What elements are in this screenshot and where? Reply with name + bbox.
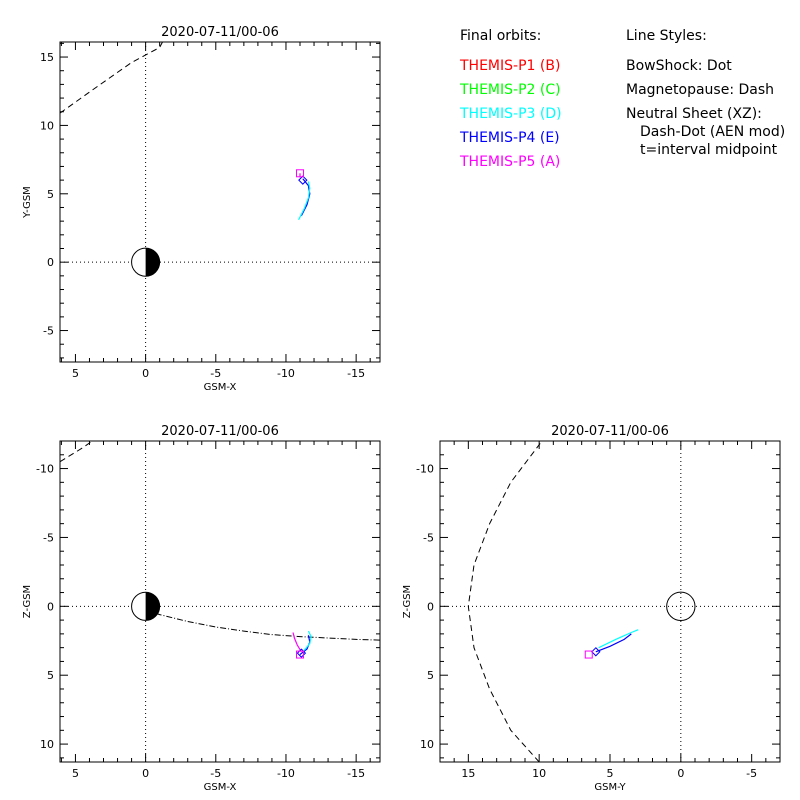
legend-entry-p4: THEMIS-P4 (E) bbox=[459, 130, 560, 146]
x-tick-label: 5 bbox=[607, 767, 614, 780]
plot-frame bbox=[59, 41, 381, 363]
legend-entry-p3: THEMIS-P3 (D) bbox=[459, 106, 562, 122]
y-tick-label: -5 bbox=[423, 531, 434, 544]
magnetopause-line bbox=[467, 441, 543, 762]
panel-yz: 15 10 5 0 -5 -10 -5 0 5 10 2020-07-11/00-06 GSM-Y Z-… bbox=[402, 424, 781, 793]
position-marker-square bbox=[296, 650, 304, 659]
style-time-note: t=interval midpoint bbox=[640, 142, 778, 158]
y-tick-label: 0 bbox=[47, 256, 54, 269]
style-bowshock: BowShock: Dot bbox=[626, 58, 732, 74]
x-tick-label: -15 bbox=[347, 767, 365, 780]
line-styles-title: Line Styles: bbox=[626, 28, 707, 44]
y-tick-label: 5 bbox=[427, 669, 434, 682]
y-tick-label: 15 bbox=[40, 51, 54, 64]
position-marker-diamond bbox=[298, 175, 308, 185]
x-tick-label: 10 bbox=[532, 767, 546, 780]
orbit-trace-1 bbox=[598, 629, 639, 649]
x-tick-label: -5 bbox=[746, 767, 757, 780]
y-tick-label: 10 bbox=[420, 738, 434, 751]
y-axis-label: Z-GSM bbox=[402, 585, 413, 618]
y-tick-label: 10 bbox=[40, 738, 54, 751]
x-tick-label: -5 bbox=[210, 367, 221, 380]
orbit-trace-0 bbox=[595, 633, 632, 653]
style-neutral-sheet: Neutral Sheet (XZ): bbox=[626, 106, 762, 122]
position-marker-diamond bbox=[296, 648, 307, 658]
x-tick-label: -10 bbox=[277, 367, 295, 380]
y-tick-label: -10 bbox=[416, 463, 434, 476]
panel-title: 2020-07-11/00-06 bbox=[161, 424, 279, 439]
orbit-trace-1 bbox=[298, 181, 311, 221]
earth-outline bbox=[666, 591, 696, 621]
y-axis-label: Y-GSM bbox=[22, 186, 33, 219]
legend: Final orbits: THEMIS-P1 (B) THEMIS-P2 (C… bbox=[459, 28, 785, 170]
x-axis-label: GSM-Y bbox=[594, 782, 626, 793]
panel-title: 2020-07-11/00-06 bbox=[551, 424, 669, 439]
x-tick-label: -5 bbox=[210, 767, 221, 780]
legend-entry-p2: THEMIS-P2 (C) bbox=[459, 82, 561, 98]
x-axis-label: GSM-X bbox=[204, 382, 237, 393]
y-tick-label: 0 bbox=[47, 600, 54, 613]
y-axis-label: Z-GSM bbox=[22, 585, 33, 618]
y-tick-label: 5 bbox=[47, 188, 54, 201]
neutral-sheet-line bbox=[145, 608, 380, 641]
position-marker-square bbox=[296, 169, 304, 178]
legend-entry-p1: THEMIS-P1 (B) bbox=[459, 58, 560, 74]
panel-title: 2020-07-11/00-06 bbox=[161, 25, 279, 40]
y-tick-label: -10 bbox=[36, 463, 54, 476]
orbit-trace-1 bbox=[303, 630, 312, 651]
x-tick-label: 5 bbox=[72, 767, 79, 780]
position-marker-diamond bbox=[591, 647, 601, 657]
x-tick-label: 0 bbox=[142, 767, 149, 780]
plot-frame bbox=[59, 440, 381, 763]
orbit-trace-0 bbox=[300, 178, 311, 216]
magnetopause-line bbox=[60, 42, 163, 114]
y-tick-label: 5 bbox=[47, 669, 54, 682]
y-tick-label: -5 bbox=[43, 325, 54, 338]
y-tick-label: -5 bbox=[43, 531, 54, 544]
orbit-trace-2 bbox=[292, 632, 302, 653]
x-tick-label: -15 bbox=[347, 367, 365, 380]
y-tick-label: 0 bbox=[427, 600, 434, 613]
x-tick-label: 0 bbox=[142, 367, 149, 380]
earth-nightside bbox=[145, 248, 160, 277]
orbits-legend-title: Final orbits: bbox=[460, 28, 541, 44]
style-magnetopause: Magnetopause: Dash bbox=[626, 82, 774, 98]
position-marker-square bbox=[584, 650, 593, 659]
style-neutral-sheet-detail: Dash-Dot (AEN mod) bbox=[640, 124, 785, 140]
earth-nightside bbox=[145, 592, 160, 621]
x-tick-label: 0 bbox=[677, 767, 684, 780]
y-tick-label: 10 bbox=[40, 119, 54, 132]
panel-xy: 5 0 -5 -10 -15 -5 0 5 10 15 2020-07-11/00-06 GSM-X Y… bbox=[22, 25, 381, 393]
x-axis-label: GSM-X bbox=[204, 782, 237, 793]
x-tick-label: 15 bbox=[461, 767, 475, 780]
x-tick-label: -10 bbox=[277, 767, 295, 780]
legend-entry-p5: THEMIS-P5 (A) bbox=[459, 154, 560, 170]
x-tick-label: 5 bbox=[72, 367, 79, 380]
panel-xz: 5 0 -5 -10 -15 -10 -5 0 5 10 2020-07-11/00-06 GSM-X… bbox=[22, 424, 381, 793]
